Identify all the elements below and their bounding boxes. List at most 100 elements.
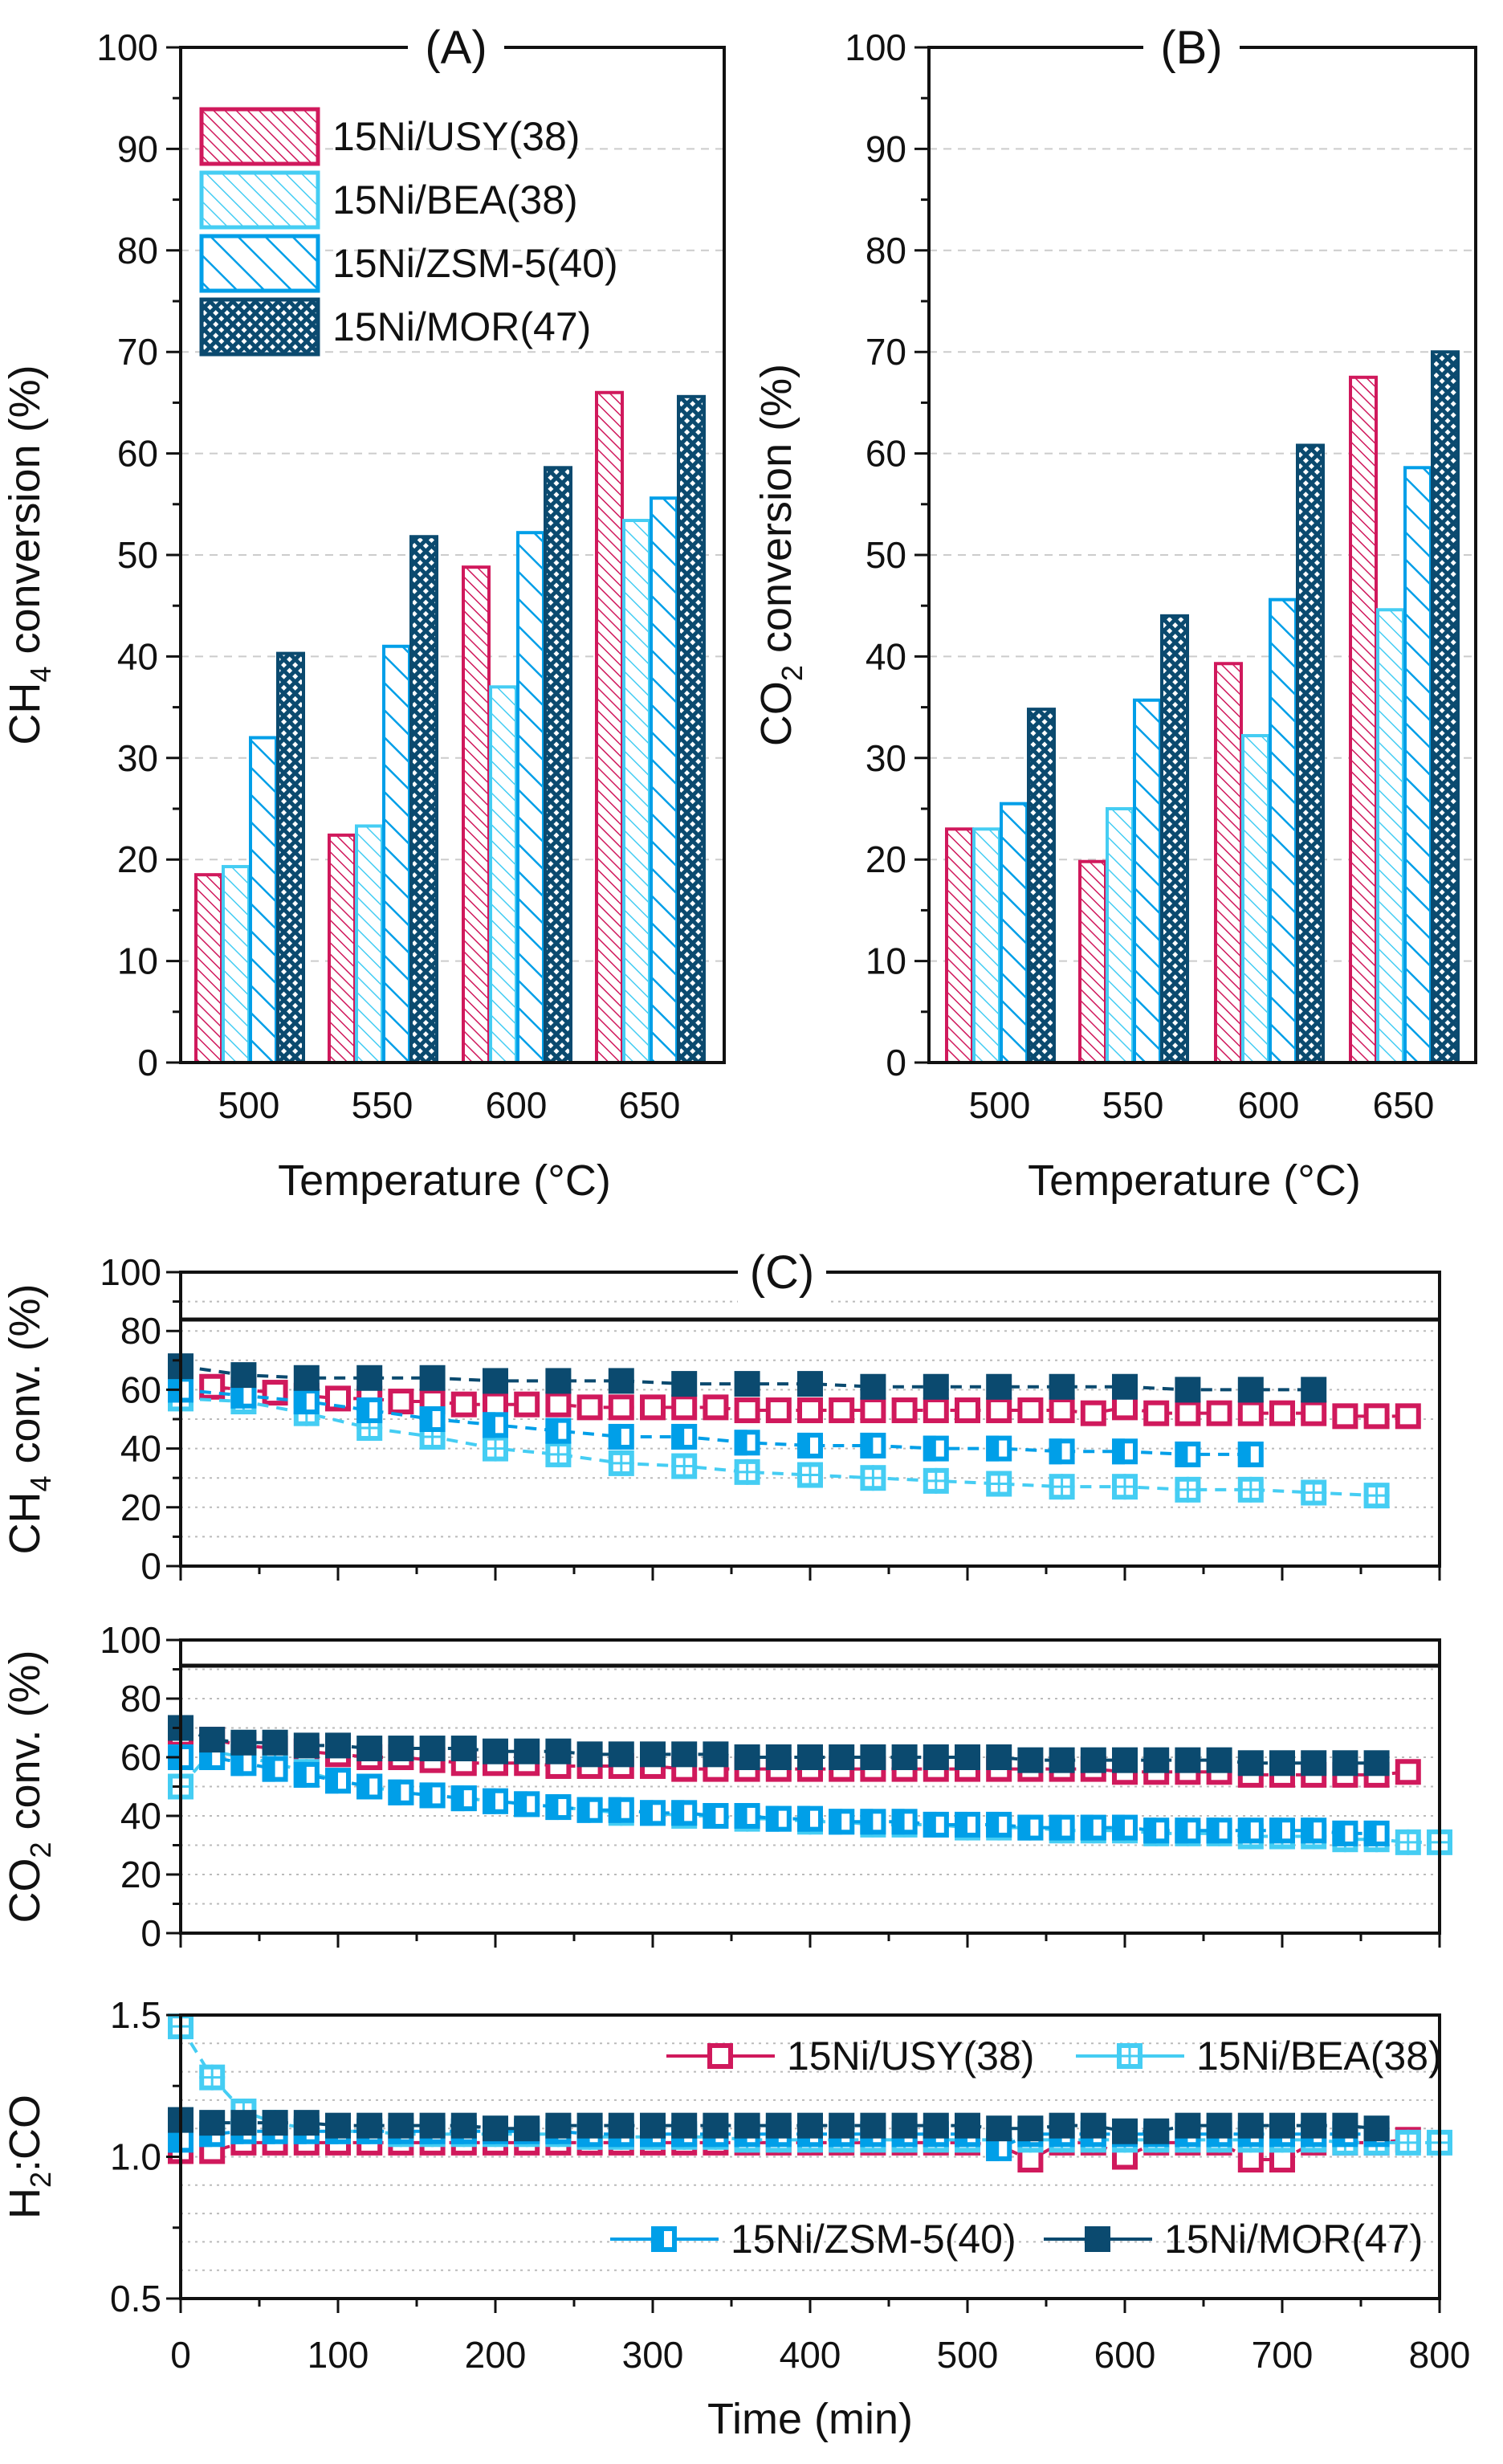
point-mor [1049, 1747, 1075, 1773]
point-zsm [1237, 1817, 1264, 1844]
point-bea [1237, 1476, 1264, 1503]
point-mor [1049, 1373, 1075, 1400]
point-usy [891, 1397, 918, 1424]
marker-filled [1269, 1750, 1295, 1777]
x-tick-label: 0 [170, 2334, 191, 2376]
marker-filled [797, 1744, 823, 1770]
bar-bea-550 [1106, 807, 1134, 1064]
point-mor [829, 1744, 855, 1770]
marker-half [734, 1803, 747, 1829]
marker-filled [483, 1738, 508, 1764]
bar-usy-650 [595, 390, 624, 1064]
y-tick-label: 10 [866, 940, 906, 982]
point-zsm [483, 1412, 508, 1438]
legend-swatch-zsm [199, 234, 320, 293]
marker-half [1237, 1441, 1251, 1467]
point-zsm [1237, 1441, 1264, 1467]
point-usy [671, 1394, 698, 1421]
point-mor [545, 1738, 572, 1764]
point-mor [640, 2112, 666, 2139]
marker-filled [1017, 1747, 1044, 1773]
point-zsm [419, 1782, 446, 1809]
marker-half [419, 1406, 433, 1432]
legend-marker-bea [1117, 2043, 1143, 2069]
marker-filled [1237, 1750, 1264, 1777]
x-tick-label: 600 [1238, 1084, 1300, 1126]
marker-filled [671, 2112, 698, 2139]
marker-filled [671, 1371, 698, 1397]
y-tick-label: 50 [117, 534, 158, 576]
point-zsm [1206, 1817, 1232, 1844]
marker-filled [986, 1373, 1012, 1400]
point-zsm [986, 2135, 1012, 2161]
marker-half [514, 1791, 527, 1817]
marker-filled [829, 1744, 855, 1770]
point-zsm [1269, 1817, 1295, 1844]
marker-filled [797, 2112, 823, 2139]
point-mor [734, 1744, 760, 1770]
point-mor [1175, 1377, 1201, 1403]
marker-half [1332, 1820, 1346, 1846]
point-mor [891, 2112, 918, 2139]
point-usy [514, 1391, 540, 1418]
point-mor [1143, 1747, 1170, 1773]
marker-filled [608, 1368, 634, 1394]
marker-filled [640, 2112, 666, 2139]
y-tick-label: 1.0 [110, 2136, 161, 2178]
point-zsm [1080, 1814, 1106, 1841]
point-mor [829, 2112, 855, 2139]
point-mor [608, 1368, 634, 1394]
point-mor [545, 2112, 572, 2139]
point-zsm [860, 1432, 886, 1458]
marker-half [703, 1803, 716, 1829]
legend-label: 15Ni/ZSM-5(40) [731, 2217, 1016, 2262]
series-zsm [168, 1744, 1390, 1846]
point-usy [1206, 1400, 1232, 1426]
marker-filled [891, 1744, 918, 1770]
bar-mor-500 [276, 651, 305, 1064]
bar-bea-550 [355, 824, 384, 1065]
panel-title-bg [408, 15, 504, 80]
marker-half [293, 1761, 307, 1788]
marker-half [671, 1423, 685, 1450]
point-mor [230, 1362, 257, 1389]
marker-filled [576, 1741, 603, 1768]
marker-open [1112, 1394, 1138, 1421]
point-usy [1269, 2147, 1295, 2173]
marker-half [608, 1423, 621, 1450]
point-zsm [1112, 1814, 1138, 1841]
point-zsm [545, 1794, 572, 1821]
ylabel-part: conversion (%) [752, 364, 800, 665]
point-zsm [1175, 1817, 1201, 1844]
marker-half [1269, 1817, 1282, 1844]
x-tick-label: 600 [1094, 2334, 1156, 2376]
bar-mor-650 [1431, 350, 1460, 1064]
point-usy [608, 1394, 634, 1421]
bar-zsm-650 [1403, 466, 1432, 1064]
x-tick-label: 600 [486, 1084, 548, 1126]
marker-filled [734, 1744, 760, 1770]
y-tick-label: 20 [117, 838, 158, 880]
marker-open [545, 1391, 572, 1418]
marker-filled [1301, 1750, 1327, 1777]
marker-half [230, 1382, 244, 1409]
point-zsm [1332, 1820, 1358, 1846]
point-mor [955, 2112, 980, 2139]
point-mor [1017, 1747, 1044, 1773]
legend-label: 15Ni/BEA(38) [332, 177, 578, 222]
y-tick-label: 0 [141, 1912, 161, 1954]
point-mor [1080, 2112, 1106, 2139]
y-tick-label: 40 [117, 635, 158, 677]
point-mor [765, 2112, 792, 2139]
point-bea [545, 1441, 572, 1467]
point-mor [986, 1373, 1012, 1400]
legend-label: 15Ni/ZSM-5(40) [332, 241, 618, 286]
legend-swatch-bea [199, 170, 320, 230]
point-mor [797, 1744, 823, 1770]
bar-usy-600 [1214, 662, 1243, 1064]
point-usy [1395, 1759, 1421, 1785]
ylabel-part: CO [1, 1858, 49, 1923]
point-usy [1363, 1403, 1390, 1430]
marker-filled [955, 1744, 980, 1770]
point-usy [262, 1380, 288, 1406]
